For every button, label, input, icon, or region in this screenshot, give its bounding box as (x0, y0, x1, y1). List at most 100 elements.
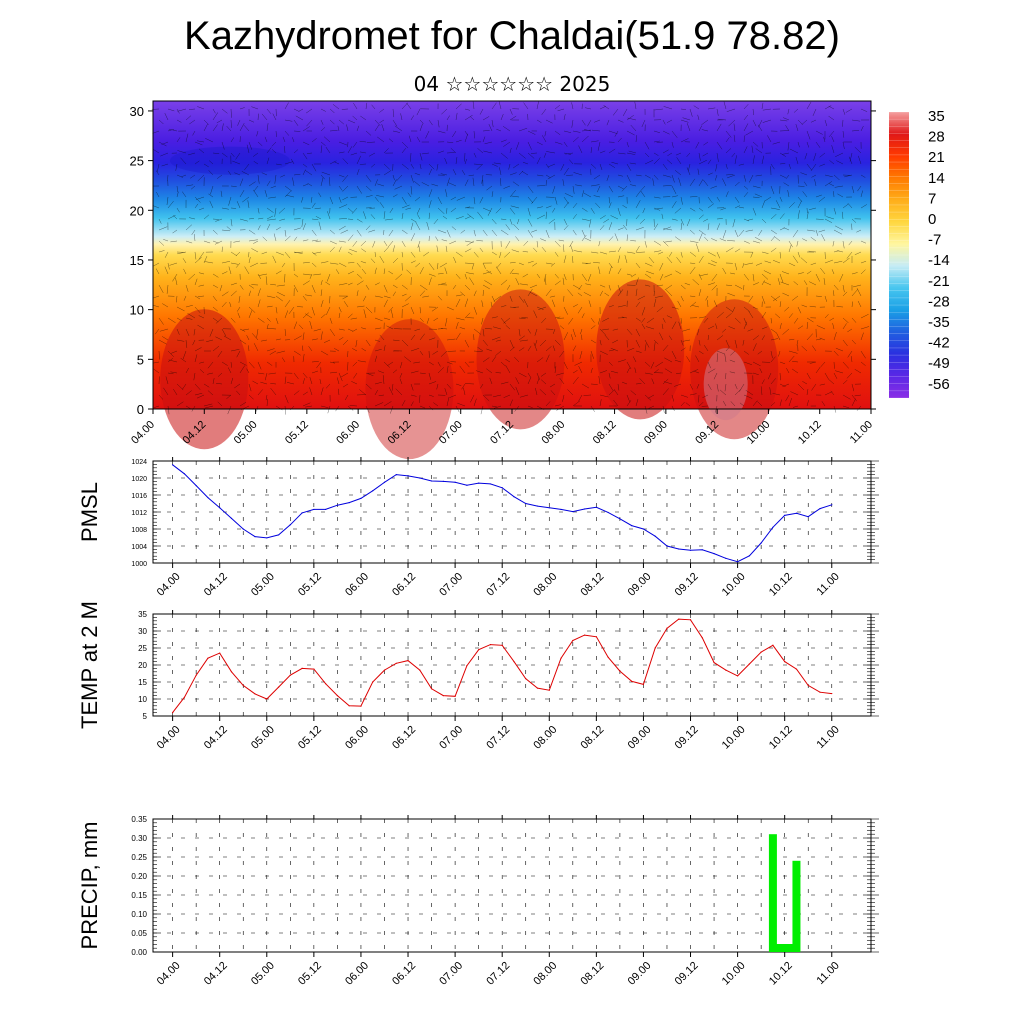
colorbar-label: -14 (928, 252, 950, 269)
y-tick-label: 30 (130, 104, 144, 119)
data-point (301, 667, 303, 670)
chart-subtitle: 04 ☆☆☆☆☆☆ 2025 (413, 72, 611, 96)
data-point (254, 693, 256, 695)
data-point (772, 526, 774, 528)
warm-core-peak (703, 348, 748, 421)
data-point (442, 695, 444, 697)
data-point (595, 506, 597, 508)
data-point (784, 661, 786, 663)
data-point (725, 557, 727, 559)
data-point (689, 619, 692, 621)
data-point (419, 477, 421, 479)
x-tick-label: 06.12 (390, 571, 418, 599)
x-tick-label: 05.00 (249, 724, 277, 752)
data-point (395, 662, 397, 664)
data-point (525, 502, 527, 505)
plot-frame (152, 613, 872, 717)
y-tick-label: 30 (138, 627, 147, 636)
x-tick-label: 10.12 (767, 960, 795, 988)
y-tick-label: 1016 (131, 493, 147, 500)
data-point (713, 662, 715, 664)
grid (153, 614, 871, 716)
data-point (325, 508, 327, 511)
x-tick-label: 07.00 (437, 960, 465, 988)
warm-core-1 (365, 319, 454, 460)
colorbar-label: -28 (928, 293, 950, 310)
x-tick-label: 04.12 (202, 571, 230, 599)
cold-core-upper (169, 146, 290, 175)
data-point (478, 649, 480, 651)
x-tick-label: 06.00 (343, 571, 371, 599)
data-point (336, 695, 339, 697)
data-point (242, 528, 244, 530)
x-tick-label: 06.12 (390, 960, 418, 988)
data-point (819, 691, 821, 693)
data-point (548, 507, 550, 509)
colorbar-label: -21 (928, 273, 950, 290)
y-tick-label: 25 (130, 154, 144, 169)
colorbar-label: 14 (928, 170, 945, 187)
data-point (360, 705, 362, 707)
y-axis-label: TEMP at 2 M (77, 601, 102, 729)
x-tick-label: 07.00 (437, 724, 465, 752)
data-point (784, 514, 786, 517)
x-tick-label: 08.12 (591, 419, 619, 447)
data-point (748, 663, 750, 665)
data-point (701, 637, 703, 639)
data-point (266, 698, 268, 700)
data-point (642, 528, 645, 530)
x-tick-label: 05.00 (249, 571, 277, 599)
colorbar-label: 35 (928, 108, 945, 125)
data-point (689, 549, 692, 551)
x-tick-label: 06.00 (343, 724, 371, 752)
data-point (419, 669, 421, 671)
panel-1: 1000 1004 1008 1012 1016 1020 1024 04.00 04.12 05… (77, 457, 879, 599)
precip-bar-base (772, 944, 797, 952)
colorbar-label: -7 (928, 232, 941, 249)
y-tick-label: 1024 (131, 459, 147, 466)
data-point (407, 659, 409, 662)
data-point (395, 474, 397, 476)
data-point (631, 525, 633, 527)
data-point (277, 534, 280, 536)
y-tick-label: 0.10 (131, 910, 147, 919)
y-tick-label: 1000 (131, 561, 147, 568)
y-tick-label: 0.20 (131, 872, 147, 881)
x-tick-label: 04.00 (155, 724, 183, 752)
colorbar-label: -56 (928, 376, 950, 393)
data-point (619, 518, 621, 520)
data-point (336, 504, 339, 506)
data-point (230, 517, 233, 519)
data-point (631, 680, 633, 682)
x-tick-label: 10.12 (796, 419, 824, 447)
y-tick-label: 5 (137, 352, 144, 367)
data-point (795, 668, 798, 670)
x-tick-label: 04.12 (202, 960, 230, 988)
y-tick-label: 0.35 (131, 815, 147, 824)
y-tick-label: 35 (138, 610, 147, 619)
data-point (407, 475, 409, 477)
panel-2: 5 10 15 20 25 30 35 04.00 04.12 05.00 05.12 06.00 06… (77, 601, 879, 752)
x-tick-label: 04.00 (155, 571, 183, 599)
data-point (772, 644, 774, 646)
panel-3: 0.00 0.05 0.10 0.15 0.20 0.25 0.30 0.35 04.00 04.… (77, 815, 879, 988)
grid (153, 461, 871, 563)
data-point (289, 674, 291, 676)
x-tick-label: 06.00 (334, 419, 362, 447)
data-point (819, 508, 821, 510)
data-point (513, 496, 515, 498)
y-tick-label: 0.00 (131, 948, 147, 957)
x-tick-label: 10.12 (767, 724, 795, 752)
warm-core-3 (596, 279, 685, 420)
x-tick-label: 04.12 (202, 724, 230, 752)
data-point (525, 678, 527, 680)
data-point (348, 502, 350, 504)
precip-bar (768, 834, 777, 952)
x-tick-label: 07.12 (484, 571, 512, 599)
data-point (172, 464, 174, 466)
data-point (583, 634, 586, 636)
x-tick-label: 11.00 (848, 419, 875, 446)
data-point (277, 686, 280, 688)
x-tick-label: 08.12 (579, 960, 607, 988)
